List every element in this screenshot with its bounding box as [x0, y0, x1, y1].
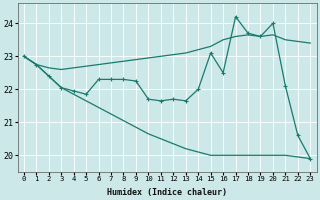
X-axis label: Humidex (Indice chaleur): Humidex (Indice chaleur) — [107, 188, 227, 197]
